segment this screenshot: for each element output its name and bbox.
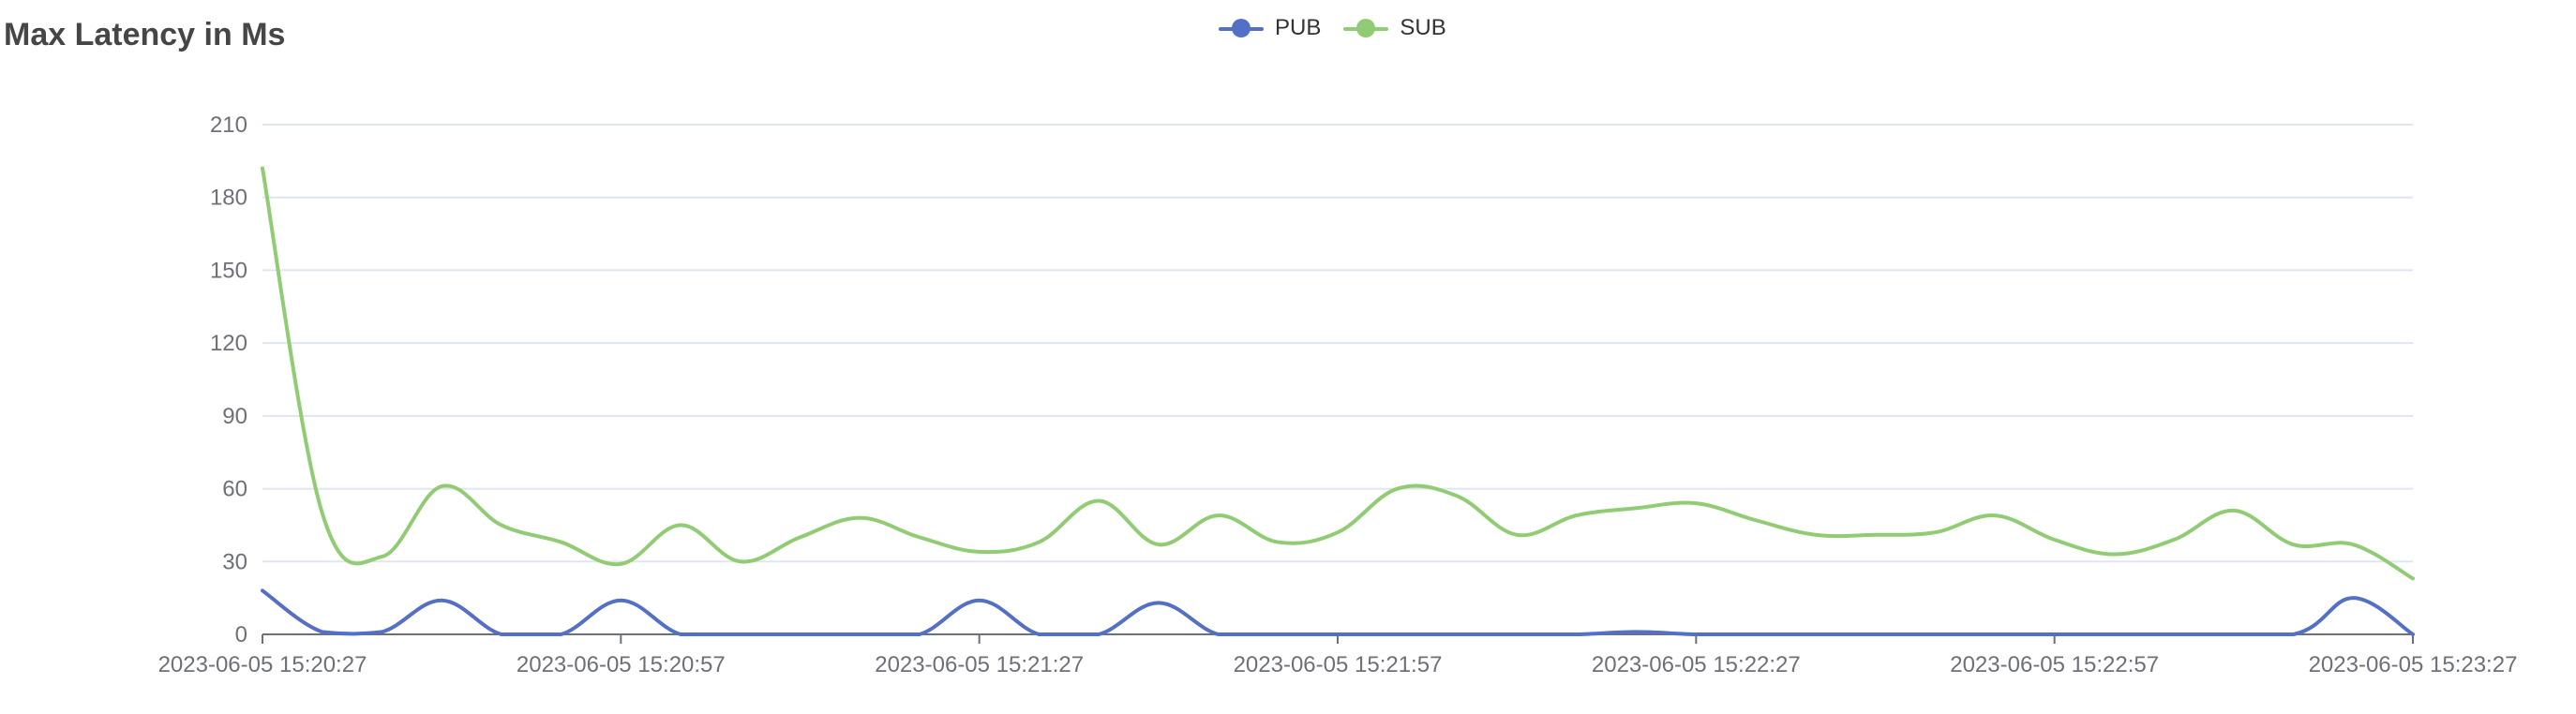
legend-item-sub[interactable]: SUB <box>1343 15 1446 41</box>
legend-swatch-pub <box>1219 19 1264 37</box>
x-tick-label: 2023-06-05 15:20:27 <box>158 652 367 677</box>
series-line-sub <box>261 166 2415 581</box>
legend: PUB SUB <box>1219 15 1446 41</box>
y-tick-label: 60 <box>222 477 247 502</box>
legend-swatch-sub <box>1343 19 1389 37</box>
y-tick-label: 0 <box>235 622 247 647</box>
x-tick-label: 2023-06-05 15:23:27 <box>2309 652 2518 677</box>
series-line-pub <box>261 588 2415 637</box>
x-tick-label: 2023-06-05 15:20:57 <box>517 652 726 677</box>
x-tick-label: 2023-06-05 15:22:27 <box>1592 652 1801 677</box>
y-tick-label: 30 <box>222 549 247 574</box>
legend-label-pub: PUB <box>1275 15 1322 40</box>
x-tick-label: 2023-06-05 15:21:57 <box>1234 652 1443 677</box>
y-tick-label: 150 <box>210 258 247 283</box>
x-tick-label: 2023-06-05 15:21:27 <box>875 652 1084 677</box>
legend-item-pub[interactable]: PUB <box>1219 15 1321 41</box>
y-tick-label: 180 <box>210 186 247 211</box>
legend-label-sub: SUB <box>1400 15 1446 40</box>
y-tick-label: 120 <box>210 331 247 356</box>
x-tick-label: 2023-06-05 15:22:57 <box>1950 652 2159 677</box>
y-tick-label: 210 <box>210 112 247 138</box>
chart-title: Max Latency in Ms <box>4 17 286 52</box>
y-tick-label: 90 <box>222 404 247 429</box>
